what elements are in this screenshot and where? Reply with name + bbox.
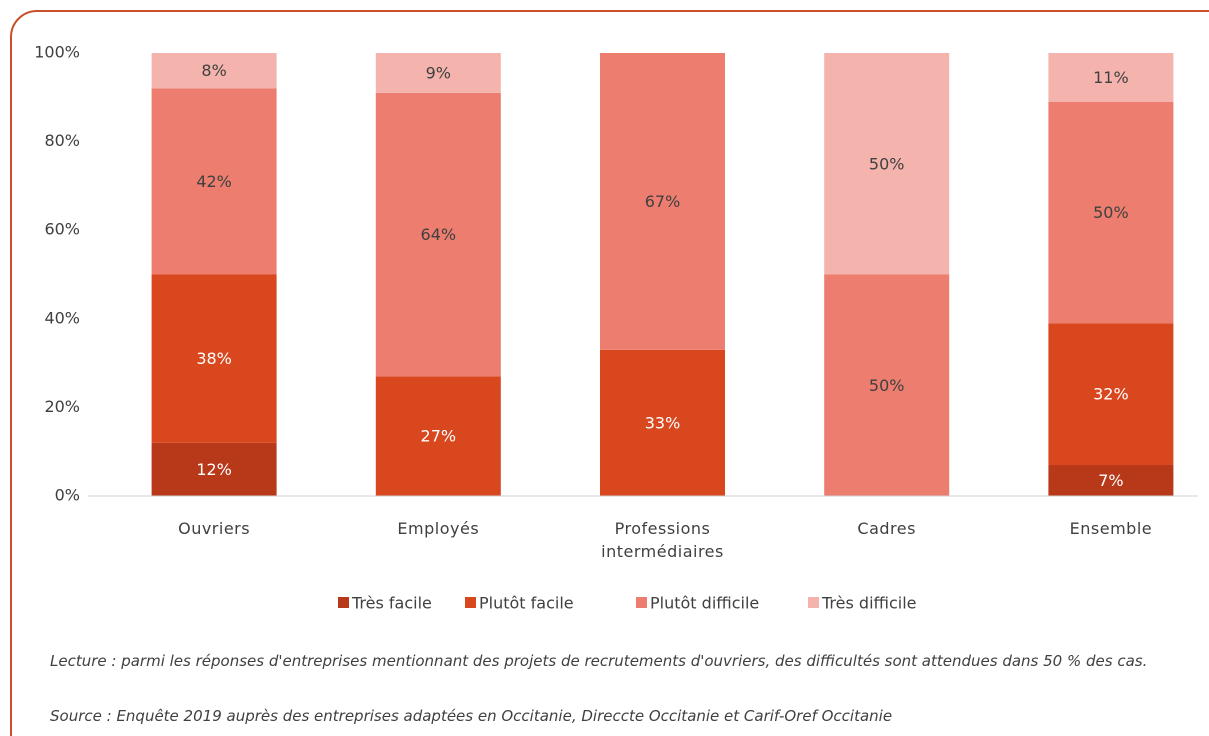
bar-segment [824, 53, 950, 275]
bar-segment [1048, 53, 1174, 102]
data-label: 9% [426, 63, 451, 82]
y-tick-label: 80% [44, 131, 80, 150]
legend-swatch [338, 597, 349, 608]
bar-segment [1048, 323, 1174, 465]
legend-swatch [808, 597, 819, 608]
data-label: 38% [196, 349, 232, 368]
data-label: 11% [1093, 68, 1129, 87]
legend-label: Très facile [351, 594, 432, 613]
legend-swatch [465, 597, 476, 608]
legend-swatch [636, 597, 647, 608]
data-label: 67% [645, 192, 681, 211]
x-tick-label: Professions intermédiaires [601, 519, 724, 561]
bar-segment [375, 92, 501, 377]
x-tick-label: Ouvriers [178, 519, 251, 538]
bar-segment [824, 274, 950, 496]
y-tick-label: 20% [44, 397, 80, 416]
legend-label: Plutôt difficile [650, 594, 759, 613]
bar-segment [1048, 101, 1174, 324]
data-label: 8% [201, 61, 226, 80]
note-source: Source : Enquête 2019 auprès des entrepr… [50, 707, 893, 725]
x-tick-label: Employés [397, 519, 480, 538]
bar-segment [151, 53, 277, 89]
data-label: 42% [196, 172, 232, 191]
data-label: 50% [869, 154, 905, 173]
data-label: 32% [1093, 385, 1129, 404]
legend-label: Plutôt facile [479, 594, 574, 613]
bar-segment [600, 53, 725, 350]
data-label: 64% [421, 225, 457, 244]
data-label: 33% [645, 413, 681, 432]
bar-segment [375, 53, 501, 93]
data-label: 50% [1093, 203, 1129, 222]
y-tick-label: 60% [44, 220, 80, 239]
note-lecture: Lecture : parmi les réponses d'entrepris… [50, 652, 1148, 670]
bar-segment [151, 88, 277, 275]
x-tick-label: Ensemble [1069, 519, 1153, 538]
legend-label: Très difficile [821, 594, 917, 613]
bar-segment [375, 376, 501, 496]
frame [10, 10, 1209, 736]
bar-segment [151, 442, 277, 496]
bar-segment [151, 274, 277, 443]
y-tick-label: 40% [44, 308, 80, 327]
bar-segment [600, 349, 725, 496]
data-label: 27% [421, 427, 457, 446]
y-tick-label: 0% [55, 486, 80, 505]
data-label: 7% [1098, 471, 1123, 490]
data-label: 50% [869, 376, 905, 395]
y-tick-label: 100% [34, 43, 80, 62]
data-label: 12% [196, 460, 232, 479]
bar-segment [1048, 464, 1174, 496]
x-tick-label: Cadres [857, 519, 916, 538]
